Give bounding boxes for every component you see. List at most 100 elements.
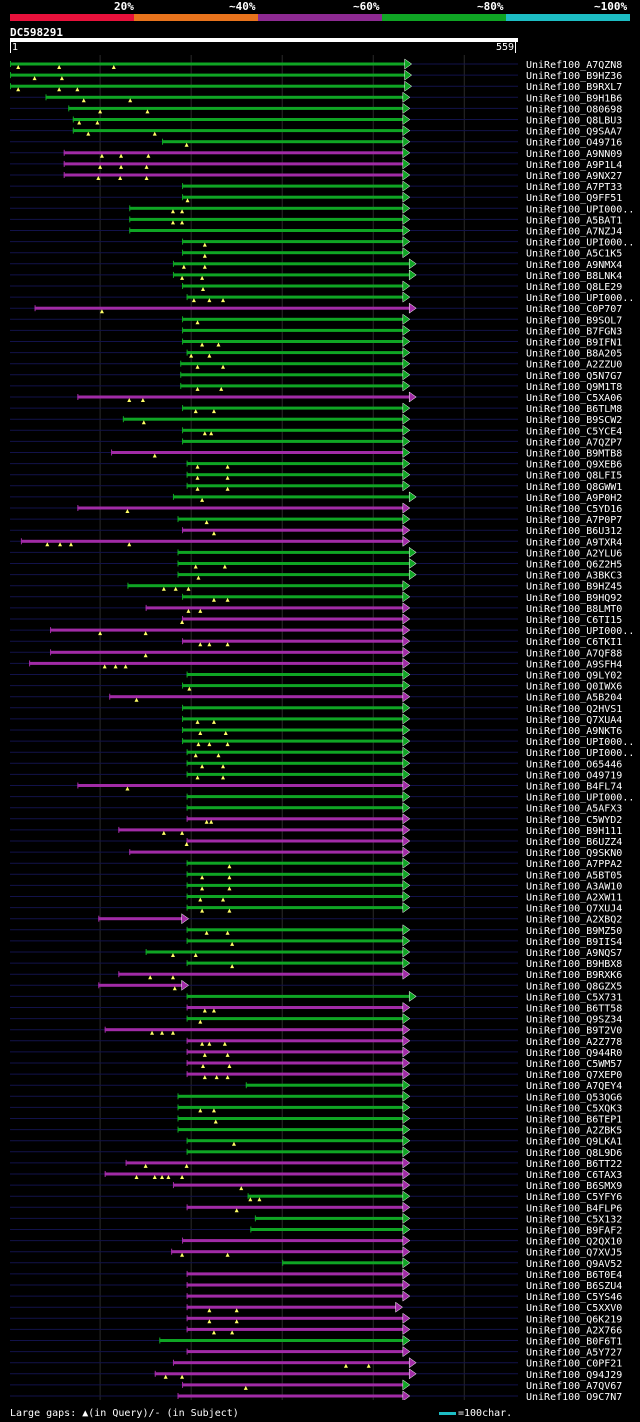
hit-label: UniRef100_Q8LE29 xyxy=(526,282,622,293)
hit-bar xyxy=(186,673,404,676)
hit-arrowhead xyxy=(402,1124,411,1136)
gap-marker xyxy=(196,575,201,580)
hit-arrowhead xyxy=(408,569,417,581)
hit-arrowhead xyxy=(402,469,411,481)
hit-arrowhead xyxy=(402,757,411,769)
hit-start-tick xyxy=(186,749,188,756)
hit-label: UniRef100_Q7XVJ5 xyxy=(526,1248,622,1259)
hit-arrowhead xyxy=(402,1312,411,1324)
gap-marker xyxy=(160,1030,165,1035)
gap-marker xyxy=(123,664,128,669)
hit-arrowhead xyxy=(402,347,411,359)
hit-start-tick xyxy=(159,1337,161,1344)
identity-bar-40 xyxy=(134,14,258,21)
gap-marker xyxy=(207,298,212,303)
gap-marker xyxy=(170,209,175,214)
hit-bar xyxy=(186,928,404,932)
gap-marker xyxy=(227,864,232,869)
hit-label: UniRef100_Q2HVS1 xyxy=(526,704,622,715)
hit-arrowhead xyxy=(402,202,411,214)
hit-start-tick xyxy=(186,482,188,489)
hit-bar xyxy=(186,1039,404,1043)
gap-marker xyxy=(45,542,50,547)
hit-start-tick xyxy=(118,826,120,833)
gap-marker xyxy=(128,98,133,103)
hit-start-tick xyxy=(182,738,184,745)
gap-marker xyxy=(180,830,185,835)
hit-bar xyxy=(118,828,404,832)
hit-bar xyxy=(186,761,404,765)
hit-start-tick xyxy=(45,94,47,101)
hit-bar xyxy=(182,728,404,732)
hit-start-tick xyxy=(182,1381,184,1388)
gap-marker xyxy=(227,908,232,913)
gap-marker xyxy=(170,1030,175,1035)
hit-bar xyxy=(182,1239,404,1243)
hit-start-tick xyxy=(182,183,184,190)
hit-label: UniRef100_A7P0P7 xyxy=(526,515,622,526)
gap-marker xyxy=(195,719,200,724)
gap-marker xyxy=(195,320,200,325)
gap-marker xyxy=(202,242,207,247)
hit-arrowhead xyxy=(408,546,417,558)
gap-marker xyxy=(221,764,226,769)
hit-bar xyxy=(186,772,404,776)
hit-start-tick xyxy=(182,704,184,711)
hit-label: UniRef100_A2YLU6 xyxy=(526,548,622,559)
hit-bar xyxy=(177,1128,404,1132)
hit-bar xyxy=(129,229,404,232)
gap-marker xyxy=(180,275,185,280)
hit-label: UniRef100_A7PPA2 xyxy=(526,859,622,870)
hit-bar xyxy=(186,1017,404,1021)
hit-arrowhead xyxy=(402,291,411,303)
gap-marker xyxy=(211,597,216,602)
hit-label: UniRef100_Q9AV52 xyxy=(526,1259,622,1270)
hit-start-tick xyxy=(186,793,188,800)
hit-start-tick xyxy=(77,782,79,789)
gap-marker xyxy=(248,1197,253,1202)
hit-start-tick xyxy=(182,427,184,434)
gap-marker xyxy=(200,875,205,880)
hit-label: UniRef100_Q8GWW1 xyxy=(526,482,622,493)
hit-label: UniRef100_A5Y727 xyxy=(526,1348,622,1359)
hit-label: UniRef100_A7QF88 xyxy=(526,648,622,659)
gap-marker xyxy=(225,1052,230,1057)
gap-marker xyxy=(148,975,153,980)
gap-marker xyxy=(152,453,157,458)
hit-start-tick xyxy=(186,1015,188,1022)
gap-marker xyxy=(113,664,118,669)
hit-bar xyxy=(245,1083,404,1087)
hit-label: UniRef100_B4FL74 xyxy=(526,782,622,793)
hit-start-tick xyxy=(129,216,131,223)
hit-label: UniRef100_Q7XUJ4 xyxy=(526,904,622,915)
hit-start-tick xyxy=(186,804,188,811)
hit-start-tick xyxy=(182,194,184,201)
hit-label: UniRef100_B6U312 xyxy=(526,526,622,537)
hit-start-tick xyxy=(180,360,182,367)
gap-marker xyxy=(186,608,191,613)
gap-marker xyxy=(225,597,230,602)
gap-marker xyxy=(202,253,207,258)
hit-bar xyxy=(63,162,404,166)
hit-bar xyxy=(182,439,404,443)
gap-marker xyxy=(193,953,198,957)
hit-bar xyxy=(177,1117,404,1120)
gap-marker xyxy=(225,930,230,935)
gap-marker xyxy=(221,298,226,303)
hit-start-tick xyxy=(247,1193,249,1200)
hit-arrowhead xyxy=(402,91,411,103)
gap-marker xyxy=(198,608,203,613)
gap-marker xyxy=(118,176,123,180)
gap-marker xyxy=(193,564,198,569)
hit-bar xyxy=(109,695,404,699)
hit-start-tick xyxy=(186,815,188,822)
hit-start-tick xyxy=(63,149,65,156)
hit-bar xyxy=(77,784,404,787)
hit-label: UniRef100_B8A205 xyxy=(526,349,622,360)
gap-marker xyxy=(193,409,198,414)
hit-bar xyxy=(118,972,404,976)
hit-bar xyxy=(182,251,404,255)
query-id: DC598291 xyxy=(10,26,63,39)
hit-start-tick xyxy=(177,1104,179,1111)
hit-arrowhead xyxy=(402,1168,411,1180)
